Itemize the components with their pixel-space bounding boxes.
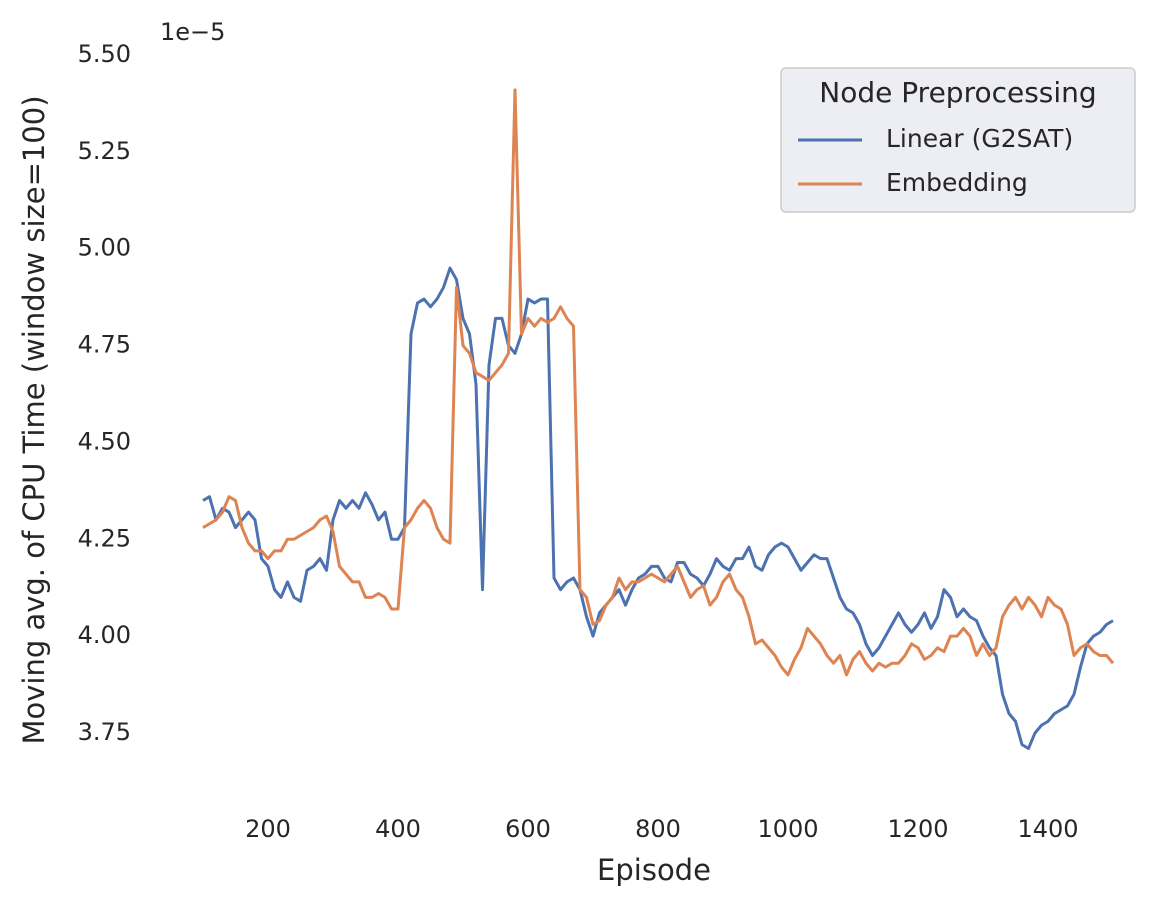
- x-tick-label: 600: [505, 815, 551, 843]
- y-tick-label: 4.75: [78, 331, 131, 359]
- y-tick-label: 5.00: [78, 234, 131, 262]
- y-tick-label: 3.75: [78, 718, 131, 746]
- offset-text: 1e−5: [160, 18, 225, 46]
- y-tick-label: 4.25: [78, 524, 131, 552]
- y-tick-label: 5.50: [78, 40, 131, 68]
- x-tick-label: 800: [635, 815, 681, 843]
- x-tick-label: 1000: [757, 815, 818, 843]
- legend-label: Linear (G2SAT): [886, 124, 1073, 153]
- x-tick-label: 200: [245, 815, 291, 843]
- line-series: [202, 266, 1114, 750]
- y-tick-label: 4.50: [78, 427, 131, 455]
- y-tick-label: 4.00: [78, 621, 131, 649]
- x-tick-label: 1200: [887, 815, 948, 843]
- x-tick-label: 1400: [1017, 815, 1078, 843]
- line-series: [202, 88, 1115, 677]
- legend-title: Node Preprocessing: [819, 76, 1096, 109]
- legend-box: [780, 67, 1136, 213]
- x-tick-label: 400: [375, 815, 421, 843]
- y-tick-label: 5.25: [78, 137, 131, 165]
- y-axis-label: Moving avg. of CPU Time (window size=100…: [17, 95, 51, 744]
- legend-label: Embedding: [886, 168, 1028, 197]
- x-axis-label: Episode: [597, 853, 711, 887]
